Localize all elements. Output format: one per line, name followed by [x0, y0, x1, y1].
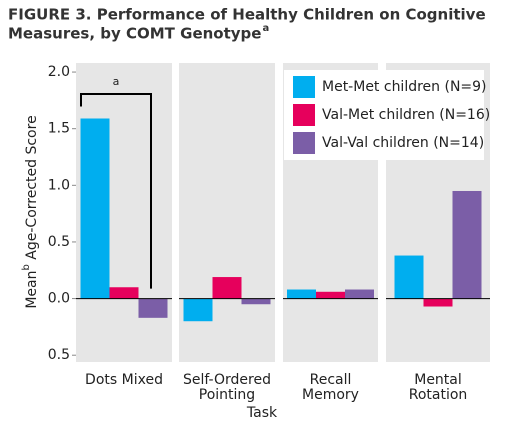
- y-tick-label: 0.0: [48, 291, 70, 307]
- y-tick-label: 2.0: [48, 64, 70, 80]
- y-axis-label-part: Mean: [24, 271, 40, 309]
- y-axis-label-part: Age-Corrected Score: [24, 115, 40, 264]
- x-tick-label: Dots Mixed: [85, 372, 163, 388]
- bar: [452, 190, 482, 299]
- bar: [287, 289, 316, 299]
- bar: [394, 255, 424, 299]
- bar: [212, 277, 242, 299]
- bar: [183, 298, 213, 322]
- bracket: [80, 93, 152, 289]
- bar: [423, 298, 453, 307]
- x-axis-label: Task: [246, 405, 278, 421]
- y-tick-label: 0.5: [48, 347, 70, 363]
- bar: [241, 298, 271, 305]
- y-axis-label-part: b: [21, 264, 32, 270]
- legend-swatch: [293, 132, 315, 154]
- x-tick-label: Self-Ordered: [183, 372, 271, 388]
- y-tick-label: 0.5: [48, 234, 70, 250]
- annotation: a: [113, 75, 120, 88]
- chart-title: Measures, by COMT Genotype: [8, 25, 261, 43]
- x-tick-label: Rotation: [409, 387, 468, 403]
- x-tick-label: Mental: [414, 372, 462, 388]
- legend-label: Met-Met children (N=9): [322, 79, 487, 95]
- bar: [345, 289, 374, 299]
- legend-label: Val-Met children (N=16): [322, 107, 490, 123]
- legend-swatch: [293, 104, 315, 126]
- bar: [316, 291, 345, 299]
- legend-box: [284, 70, 484, 160]
- title-note: a: [262, 23, 269, 34]
- y-axis-label: Meanb Age-Corrected Score: [21, 115, 40, 308]
- bar: [80, 118, 110, 299]
- y-tick-label: 1.5: [48, 121, 70, 137]
- bar: [138, 298, 168, 318]
- x-tick-label: Recall: [310, 372, 352, 388]
- x-tick-label: Pointing: [199, 387, 255, 403]
- legend-swatch: [293, 76, 315, 98]
- legend-label: Val-Val children (N=14): [322, 135, 484, 151]
- x-tick-label: Memory: [302, 387, 359, 403]
- chart-title: FIGURE 3. Performance of Healthy Childre…: [8, 6, 486, 24]
- y-tick-label: 1.0: [48, 177, 70, 193]
- bar: [109, 287, 139, 299]
